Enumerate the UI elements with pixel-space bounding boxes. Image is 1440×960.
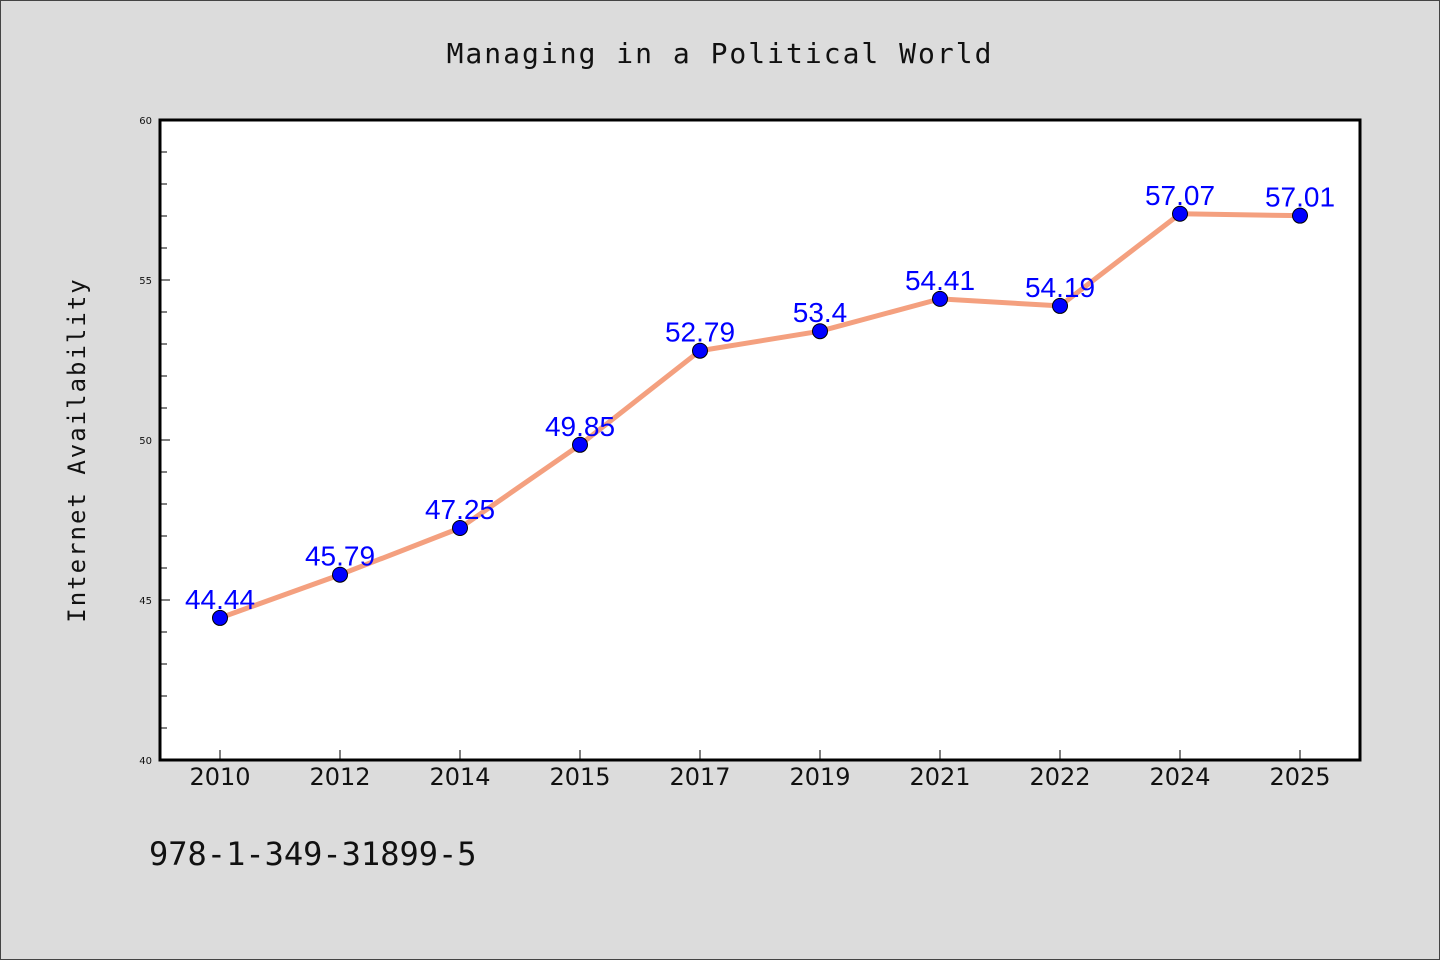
x-tick-label: 2022 [1029,763,1090,791]
data-point-marker [572,436,588,453]
isbn-text: 978-1-349-31899-5 [149,835,477,873]
data-point-marker [812,323,828,340]
data-point-marker [452,520,468,536]
x-tick-label: 2012 [309,763,370,791]
x-tick-label: 2024 [1149,763,1210,791]
data-label: 57.01 [1265,182,1335,213]
data-point-marker [932,290,948,307]
series-line-group [212,205,1308,626]
y-tick-label: 55 [139,276,152,287]
y-tick-label: 60 [139,116,152,127]
data-point-marker [332,566,348,583]
data-point-marker [212,609,228,626]
chart-title: Managing in a Political World [447,37,994,70]
x-tick-label: 2015 [549,763,610,791]
data-label: 47.25 [425,494,495,525]
data-point-marker [1172,205,1188,222]
x-axis: 2010 2012 2014 2015 2017 2019 2021 2022 2024 2025 [189,750,1331,791]
y-axis-label: Internet Availability [63,277,91,622]
x-tick-label: 2017 [669,763,730,791]
y-tick-label: 50 [139,436,152,447]
y-tick-label: 40 [139,756,152,767]
x-tick-label: 2014 [429,763,490,791]
data-point-marker [1292,207,1308,224]
x-tick-label: 2021 [909,763,970,791]
data-label: 49.85 [545,411,615,442]
data-label: 52.79 [665,317,735,348]
data-point-marker [1052,297,1068,314]
data-label: 54.19 [1025,272,1095,303]
data-label: 53.4 [793,297,848,328]
series-line [217,211,1303,621]
y-axis: 40 45 50 55 60 [139,116,170,767]
data-label-group: 44.44 45.79 47.25 49.85 52.79 53.4 54.41 54.19 5… [185,180,1335,615]
y-tick-label: 45 [139,596,152,607]
x-tick-label: 2025 [1269,763,1330,791]
data-point-marker [692,342,708,359]
data-label: 57.07 [1145,180,1215,211]
data-label: 54.41 [905,265,975,296]
x-tick-label: 2019 [789,763,850,791]
data-label: 44.44 [185,584,255,615]
data-label: 45.79 [305,541,375,572]
x-tick-label: 2010 [189,763,250,791]
